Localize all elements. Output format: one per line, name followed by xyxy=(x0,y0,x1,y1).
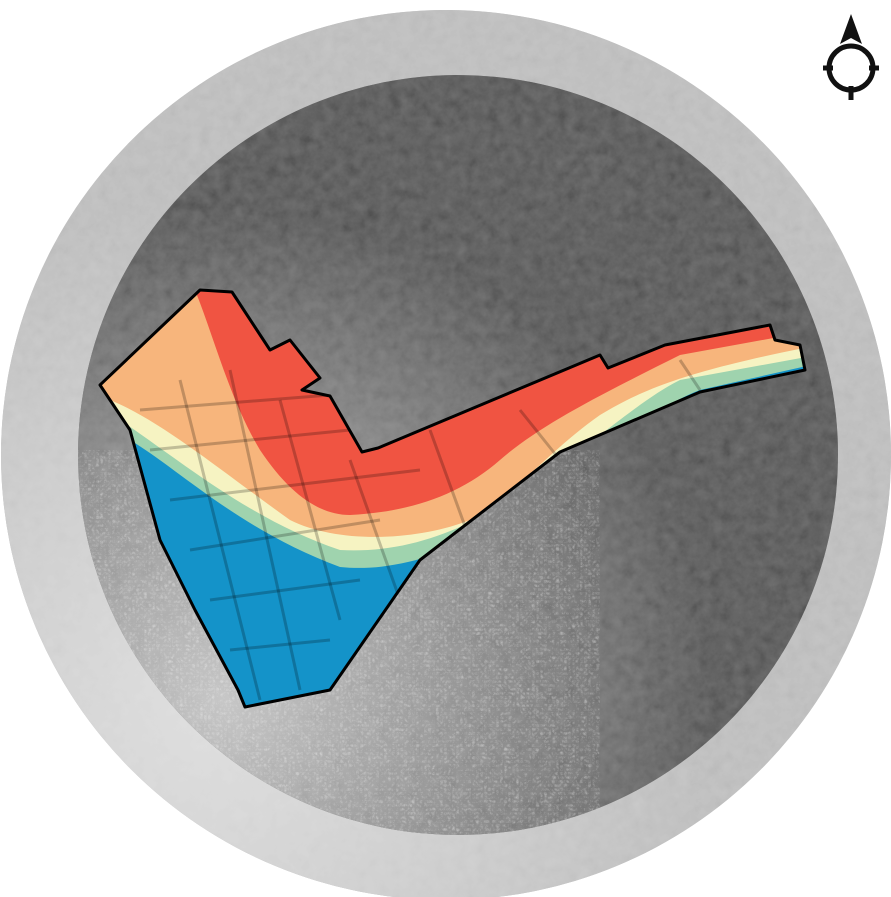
compass-ring xyxy=(826,43,876,93)
street-lines xyxy=(139,359,702,701)
compass-arrow xyxy=(840,14,862,44)
streets-vertical xyxy=(178,359,702,701)
streets-horizontal xyxy=(139,393,421,652)
north-arrow xyxy=(823,14,879,100)
zone-orange xyxy=(100,290,805,537)
